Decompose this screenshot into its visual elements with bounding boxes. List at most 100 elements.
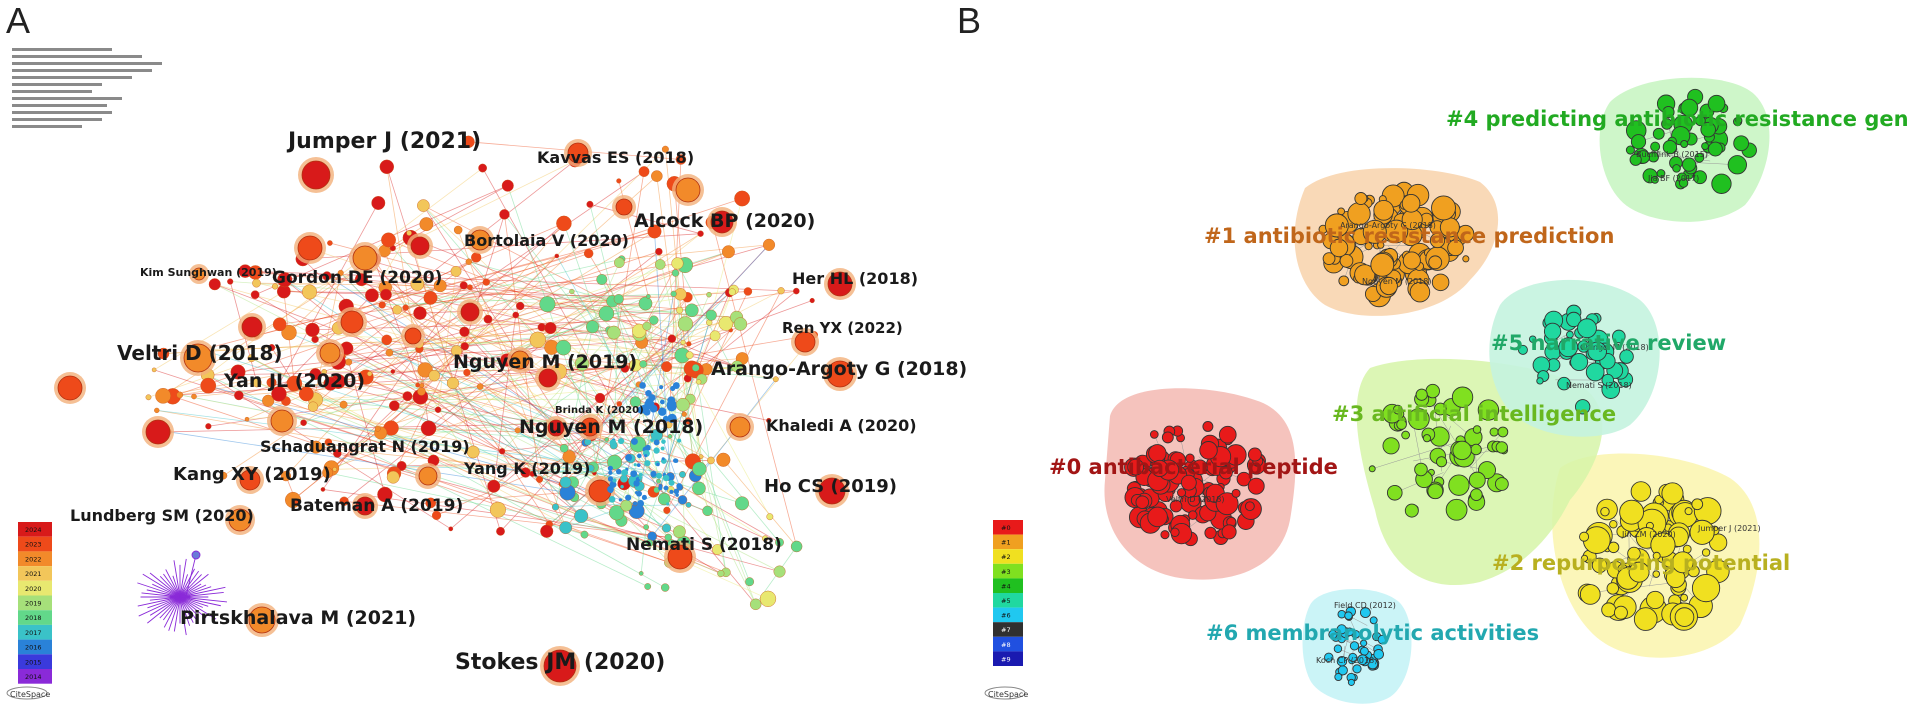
cluster-swatch (993, 593, 1023, 608)
year-swatch-label: 2021 (25, 570, 42, 578)
panel-b-nodes (1124, 88, 1757, 686)
label-ho-cs: Ho CS (2019) (764, 476, 897, 497)
citespace-logo-b: CiteSpace (984, 686, 1028, 700)
year-swatch-label: 2022 (25, 555, 42, 563)
purple-fan-cluster (137, 550, 227, 636)
cluster-label-5: #5 narrative review (1491, 331, 1726, 355)
small-label-nemati: Nemati S (2018) (1566, 381, 1632, 390)
cluster-swatch-label: #1 (1001, 539, 1011, 547)
year-swatch-label: 2015 (25, 658, 42, 666)
svg-text:CiteSpace: CiteSpace (988, 690, 1028, 699)
cluster-swatch-label: #3 (1001, 568, 1011, 576)
panel-b-clusters: Buchfink B (2015) Jia BF (2017) Arango-A… (984, 77, 1908, 704)
year-swatch-label: 2014 (25, 673, 42, 681)
year-color-legend: 2024 2023 2022 2021 2020 2019 2018 2017 2016 2015… (18, 522, 52, 684)
year-swatch (18, 639, 52, 655)
year-swatch (18, 536, 52, 552)
small-label-jumper: Jumper J (2021) (1697, 524, 1761, 533)
small-label-arango: Arango-Argoty G (2018) (1340, 221, 1436, 230)
panel-a-network: Jumper J (2021) Kavvas ES (2018) Alcock … (6, 48, 967, 700)
small-label-veltri: Veltri D (2018) (1166, 495, 1225, 504)
cluster-swatch (993, 563, 1023, 579)
year-swatch (18, 624, 52, 640)
year-swatch-label: 2024 (25, 526, 42, 534)
cluster-label-0: #0 antibacterial peptide (1049, 455, 1338, 479)
year-swatch (18, 595, 52, 611)
small-label-buchfink: Buchfink B (2015) (1636, 150, 1708, 159)
svg-text:CiteSpace: CiteSpace (10, 690, 50, 699)
label-nguyen-m-2018: Nguyen M (2018) (519, 416, 703, 438)
label-brinda-k: Brinda K (2020) (555, 405, 644, 416)
cluster-label-2: #2 repurposing potential (1492, 551, 1790, 575)
panel-a-header-text (12, 48, 162, 128)
cluster-swatch (993, 651, 1023, 666)
year-swatch-label: 2020 (25, 585, 42, 593)
year-swatch (18, 551, 52, 567)
cluster-swatch-label: #7 (1001, 626, 1011, 634)
label-alcock-bp: Alcock BP (2020) (634, 210, 815, 232)
year-swatch (18, 522, 52, 537)
cluster-swatch (993, 549, 1023, 564)
label-nguyen-m-2019: Nguyen M (2019) (453, 351, 637, 373)
year-swatch (18, 610, 52, 625)
cluster-label-1: #1 antibiotic resistance prediction (1204, 224, 1614, 248)
label-kavvas-es: Kavvas ES (2018) (537, 148, 694, 167)
cluster-swatch-label: #4 (1001, 582, 1011, 590)
label-stokes-jm: Stokes JM (2020) (455, 650, 665, 675)
label-her-hl: Her HL (2018) (792, 269, 918, 288)
small-label-jin-zm: Jin ZM (2020) (1621, 530, 1676, 539)
label-lundberg-sm: Lundberg SM (2020) (70, 506, 254, 525)
cluster-label-6: #6 membranolytic activities (1206, 621, 1539, 645)
label-yan-jl: Yan JL (2020) (223, 370, 365, 392)
year-swatch (18, 654, 52, 669)
cluster-swatch (993, 578, 1023, 593)
small-label-chingol: Chingol M (2018) (1580, 343, 1649, 352)
year-swatch (18, 566, 52, 581)
cluster-swatch (993, 520, 1023, 535)
label-gordon-de: Gordon DE (2020) (272, 268, 442, 288)
cluster-label-3: #3 artificial intelligence (1332, 402, 1616, 426)
label-pirtskhalava-m: Pirtskhalava M (2021) (180, 607, 416, 629)
year-swatch (18, 580, 52, 596)
small-label-nguyen: Nguyen M (2018) (1362, 277, 1431, 286)
cluster-swatch-label: #8 (1001, 641, 1011, 649)
year-swatch-label: 2017 (25, 629, 42, 637)
cluster-labels: #4 predicting antibiotic resistance gene… (1049, 107, 1908, 645)
panel-a-nodes (54, 135, 857, 686)
label-veltri-d: Veltri D (2018) (117, 341, 283, 365)
cluster-swatch-label: #0 (1001, 524, 1011, 532)
label-yang-k: Yang K (2019) (463, 459, 590, 478)
small-label-jia-bf: Jia BF (2017) (1647, 174, 1699, 183)
panel-b-letter: B (957, 0, 982, 41)
cluster-swatch (993, 636, 1023, 652)
cluster-swatch-label: #6 (1001, 612, 1011, 620)
cluster-color-legend: #0 #1 #2 #3 #4 #5 #6 #7 #8 #9 (993, 520, 1023, 666)
label-kang-xy: Kang XY (2019) (173, 464, 331, 485)
label-kim-sunghwan: Kim Sunghwan (2019) (140, 266, 277, 279)
label-bateman-a: Bateman A (2019) (290, 496, 463, 516)
year-swatch (18, 669, 52, 684)
panel-a-labels: Jumper J (2021) Kavvas ES (2018) Alcock … (70, 129, 967, 675)
label-schaduangrat-n: Schaduangrat N (2019) (260, 437, 470, 456)
year-swatch-label: 2019 (25, 600, 42, 608)
cluster-swatch (993, 534, 1023, 550)
cluster-swatch-label: #9 (1001, 655, 1011, 663)
year-swatch-label: 2018 (25, 614, 42, 622)
citespace-logo-a: CiteSpace (6, 686, 50, 700)
cluster-swatch-label: #2 (1001, 553, 1011, 561)
cluster-swatch-label: #5 (1001, 597, 1011, 605)
label-arango-argoty-g: Arango-Argoty G (2018) (711, 358, 967, 380)
year-swatch-label: 2023 (25, 541, 42, 549)
label-bortolaia-v: Bortolaia V (2020) (464, 231, 629, 250)
small-label-koch-cp: Koch CP (2018) (1316, 656, 1377, 665)
label-khaledi-a: Khaledi A (2020) (766, 416, 917, 435)
cluster-swatch (993, 622, 1023, 637)
label-nemati-s: Nemati S (2018) (626, 535, 782, 555)
year-swatch-label: 2016 (25, 644, 42, 652)
label-jumper-j: Jumper J (2021) (286, 129, 481, 154)
cluster-swatch (993, 607, 1023, 623)
panel-b-small-labels: Buchfink B (2015) Jia BF (2017) Arango-A… (1166, 150, 1761, 665)
small-label-field-cd: Field CD (2012) (1334, 601, 1396, 610)
label-ren-yx: Ren YX (2022) (782, 319, 903, 337)
